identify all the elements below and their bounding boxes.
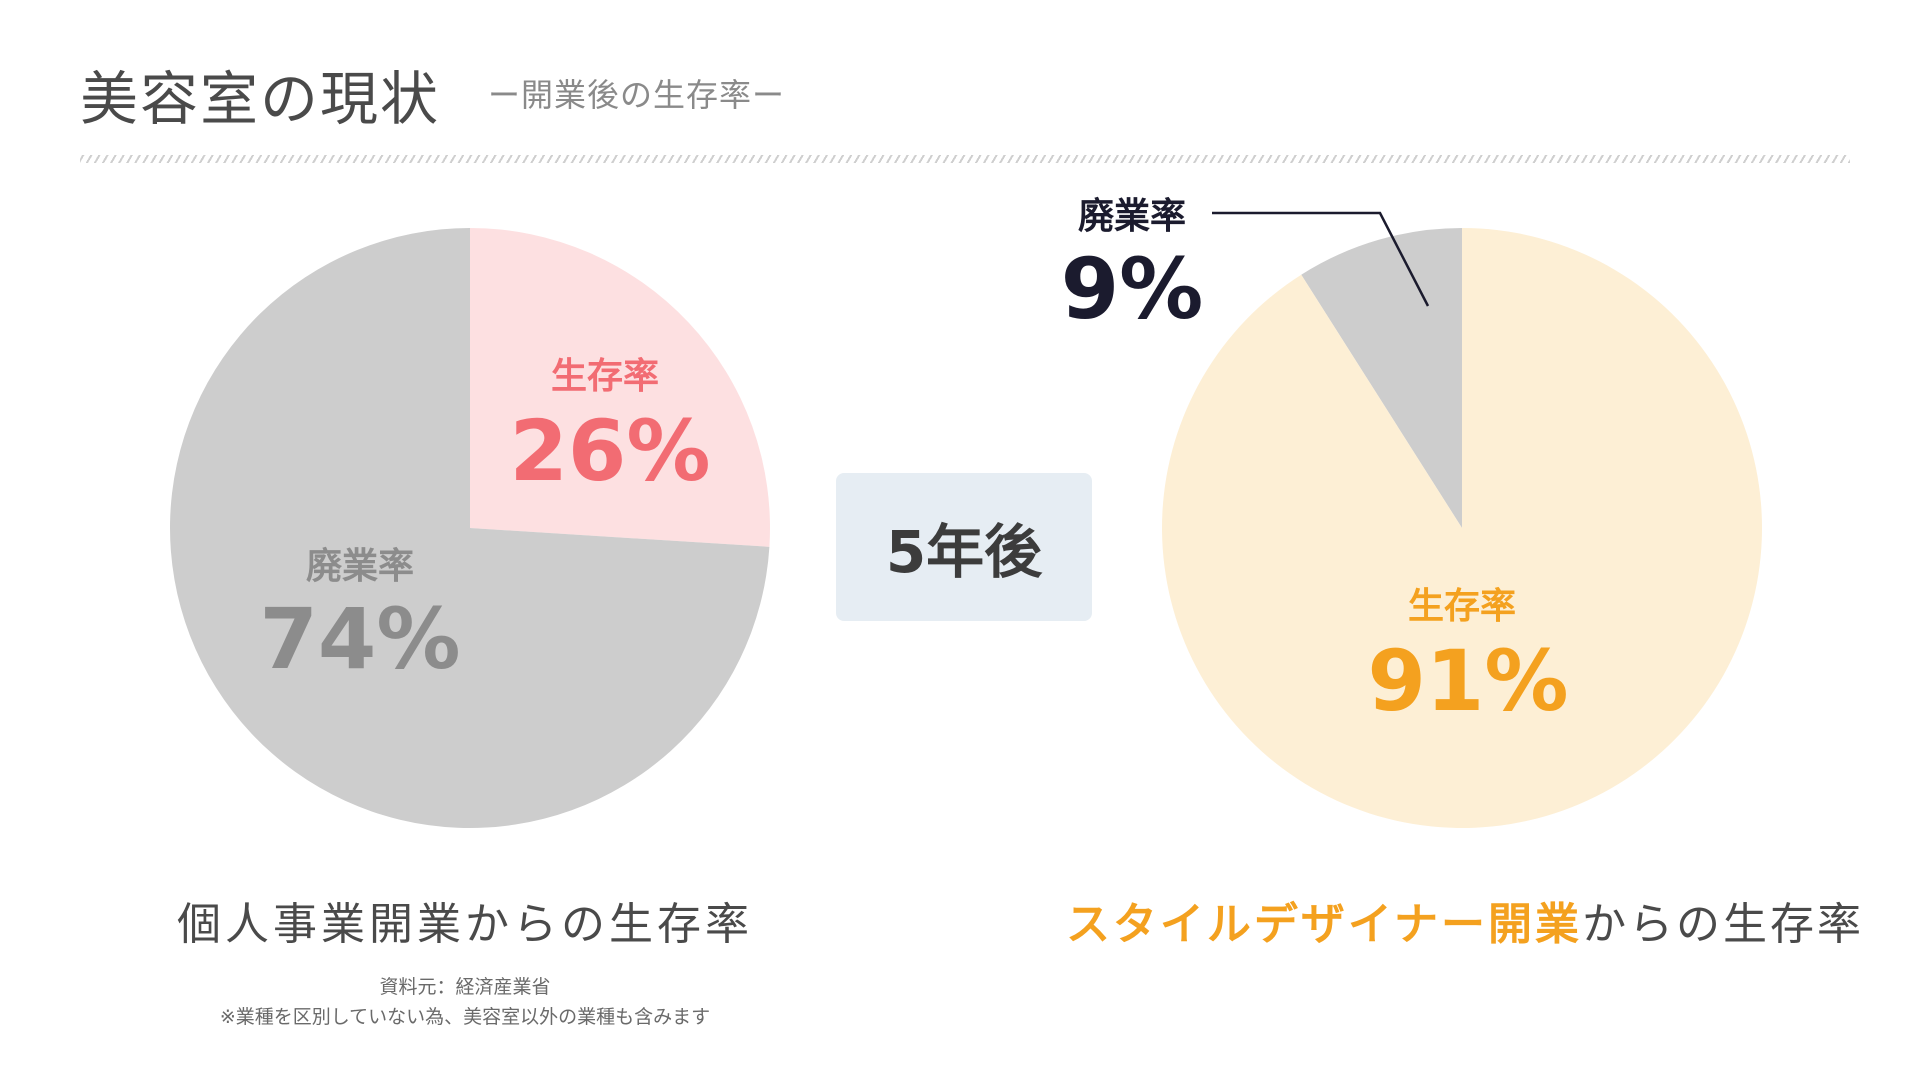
right-pie-chart: 廃業率 9% 生存率 91% xyxy=(1061,196,1762,828)
slice-value-right-survival: 91% xyxy=(1367,632,1568,730)
slice-value-left-survival: 26% xyxy=(509,402,710,500)
disclaimer-line: ※業種を区別していない為、美容室以外の業種も含みます xyxy=(219,1006,711,1028)
callout-value-right-closure: 9% xyxy=(1061,240,1204,338)
right-chart-caption: スタイルデザイナー開業からの生存率 xyxy=(1040,888,1890,952)
slice-label-left-closure: 廃業率 xyxy=(306,546,414,587)
source-note: 資料元：経済産業省 ※業種を区別していない為、美容室以外の業種も含みます xyxy=(150,972,780,1032)
slice-label-left-survival: 生存率 xyxy=(551,356,659,397)
right-caption-rest: からの生存率 xyxy=(1582,899,1865,950)
right-caption-accent: スタイルデザイナー開業 xyxy=(1065,899,1583,950)
left-pie-chart: 生存率 26% 廃業率 74% xyxy=(169,228,770,828)
hatched-divider xyxy=(80,155,1850,163)
pie-slice-left-survival xyxy=(470,228,770,547)
slice-value-left-closure: 74% xyxy=(259,590,460,688)
five-years-later-label: 5年後 xyxy=(836,473,1092,621)
slice-label-right-survival: 生存率 xyxy=(1408,586,1516,627)
source-line: 資料元：経済産業省 xyxy=(379,976,551,998)
left-chart-caption: 個人事業開業からの生存率 xyxy=(177,899,753,950)
callout-leader-line xyxy=(1212,211,1430,307)
pie-slice-right-survival xyxy=(1162,228,1762,828)
page-title: 美容室の現状 xyxy=(80,65,441,133)
pie-slice-right-closure xyxy=(1301,228,1462,528)
pie-slice-left-closure xyxy=(169,228,770,828)
page-subtitle: ー開業後の生存率ー xyxy=(488,76,786,114)
callout-label-right-closure: 廃業率 xyxy=(1078,196,1186,237)
